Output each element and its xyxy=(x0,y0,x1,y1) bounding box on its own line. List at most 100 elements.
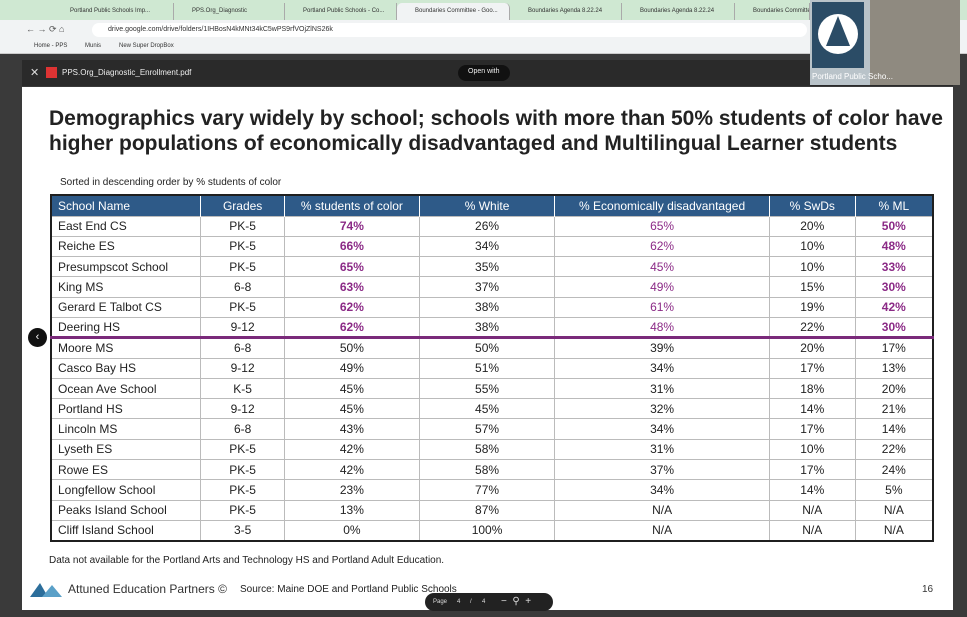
table-cell: 17% xyxy=(768,459,856,481)
video-label: Portland Public Scho... xyxy=(812,72,893,81)
pdf-icon xyxy=(46,67,57,78)
video-overlay: Portland Public Scho... xyxy=(810,0,960,85)
column-header: Grades xyxy=(200,195,285,216)
table-row: Presumpscot School PK-5 65% 35% 45% 10% 33% xyxy=(50,256,934,278)
table-cell: 23% xyxy=(284,479,420,501)
slide-title: Demographics vary widely by school; scho… xyxy=(49,107,943,130)
zoom-controls[interactable]: − ⚲ + xyxy=(501,596,532,607)
table-cell: 39% xyxy=(554,337,770,359)
table-cell: 17% xyxy=(768,418,856,440)
table-row: Gerard E Talbot CS PK-5 62% 38% 61% 19% 42% xyxy=(50,296,934,318)
table-cell: 48% xyxy=(854,235,934,258)
school-name: Casco Bay HS xyxy=(50,357,202,379)
tab[interactable]: Portland Public Schools Imp... xyxy=(52,3,174,20)
column-header: School Name xyxy=(50,195,201,216)
table-cell: PK-5 xyxy=(200,499,286,521)
table-cell: 34% xyxy=(554,418,770,440)
table-cell: 5% xyxy=(854,479,934,501)
school-name: Peaks Island School xyxy=(50,499,202,521)
tab[interactable]: PPS.Org_Diagnostic xyxy=(174,3,285,20)
table-cell: PK-5 xyxy=(200,235,286,258)
table-cell: 74% xyxy=(284,215,420,237)
table-cell: 32% xyxy=(554,398,770,420)
school-name: King MS xyxy=(50,276,202,298)
header-row: School Name Grades% students of color% Wh… xyxy=(50,195,933,216)
open-with[interactable]: Open with xyxy=(458,65,510,81)
table-cell: N/A xyxy=(768,519,856,542)
table-cell: 33% xyxy=(854,256,934,278)
table-cell: PK-5 xyxy=(200,459,286,481)
table-cell: 34% xyxy=(554,479,770,501)
table-cell: 51% xyxy=(418,357,556,379)
tab[interactable]: Boundaries Agenda 8.22.24 xyxy=(510,3,622,20)
table-cell: 63% xyxy=(284,276,420,298)
page-label: Page xyxy=(433,599,448,605)
table-cell: N/A xyxy=(854,519,934,542)
table-cell: 31% xyxy=(554,377,770,400)
table-cell: 34% xyxy=(554,357,770,379)
school-name: Ocean Ave School xyxy=(50,377,202,400)
school-name: Lincoln MS xyxy=(50,418,202,440)
table-cell: 19% xyxy=(768,296,856,318)
bookmark[interactable]: Munis xyxy=(85,43,102,49)
table-row: Lyseth ES PK-5 42% 58% 31% 10% 22% xyxy=(50,438,934,461)
table-cell: 87% xyxy=(418,499,556,521)
table-cell: 0% xyxy=(284,519,420,542)
table-cell: 35% xyxy=(418,256,556,278)
table-cell: 20% xyxy=(854,377,934,400)
table-cell: 42% xyxy=(284,438,420,461)
table-cell: 77% xyxy=(418,479,556,501)
page-control: Page 4 / 4 − ⚲ + xyxy=(425,593,553,611)
table-cell: 37% xyxy=(554,459,770,481)
column-header: % White xyxy=(418,195,555,216)
table-cell: 6-8 xyxy=(200,337,286,359)
school-name: East End CS xyxy=(50,215,202,237)
table-cell: 62% xyxy=(554,235,770,258)
table-cell: 14% xyxy=(854,418,934,440)
tab[interactable]: Boundaries Committee xyxy=(735,3,810,20)
page-current[interactable]: 4 xyxy=(457,599,461,605)
bookmark[interactable]: New Super DropBox xyxy=(119,43,174,49)
tab[interactable]: Portland Public Schools - Co... xyxy=(285,3,397,20)
table-row: East End CS PK-5 74% 26% 65% 20% 50% xyxy=(50,215,934,237)
table-cell: N/A xyxy=(854,499,934,521)
table-cell: 58% xyxy=(418,459,556,481)
table-cell: 9-12 xyxy=(200,398,286,420)
nav-icons: ← → ⟳ ⌂ xyxy=(26,24,65,34)
file-name: PPS.Org_Diagnostic_Enrollment.pdf xyxy=(62,68,192,77)
table-cell: 20% xyxy=(768,215,856,237)
bookmark[interactable]: Home - PPS xyxy=(34,43,68,49)
table-cell: 62% xyxy=(284,316,420,340)
close-button[interactable]: ✕ xyxy=(30,67,40,79)
table-cell: 9-12 xyxy=(200,316,286,340)
table-cell: 14% xyxy=(768,479,856,501)
table-cell: 13% xyxy=(284,499,420,521)
table-cell: PK-5 xyxy=(200,215,286,237)
table-row: Casco Bay HS 9-12 49% 51% 34% 17% 13% xyxy=(50,357,934,379)
school-name: Rowe ES xyxy=(50,459,202,481)
table-cell: 6-8 xyxy=(200,276,286,298)
brand: Attuned Education Partners © xyxy=(68,582,227,596)
table-cell: 21% xyxy=(854,398,934,420)
table-cell: 65% xyxy=(284,256,420,278)
url[interactable]: drive.google.com/drive/folders/1IHBosN4k… xyxy=(92,23,807,37)
table-cell: 58% xyxy=(418,438,556,461)
column-header: % ML xyxy=(854,195,933,216)
table-row: Lincoln MS 6-8 43% 57% 34% 17% 14% xyxy=(50,418,934,440)
table-cell: 10% xyxy=(768,256,856,278)
table-cell: PK-5 xyxy=(200,256,286,278)
tab[interactable]: Boundaries Agenda 8.22.24 xyxy=(622,3,735,20)
table-cell: 42% xyxy=(284,459,420,481)
table-cell: N/A xyxy=(554,499,770,521)
prev-button[interactable]: ‹ xyxy=(28,328,47,347)
table-cell: 62% xyxy=(284,296,420,318)
table-cell: 31% xyxy=(554,438,770,461)
table-cell: 10% xyxy=(768,438,856,461)
table-cell: 34% xyxy=(418,235,556,258)
table-cell: 38% xyxy=(418,296,556,318)
table-row: Ocean Ave School K-5 45% 55% 31% 18% 20% xyxy=(50,377,934,400)
tab[interactable]: Boundaries Committee - Goo... xyxy=(397,3,510,20)
table-row: King MS 6-8 63% 37% 49% 15% 30% xyxy=(50,276,934,298)
note: Sorted in descending order by % students… xyxy=(60,177,282,188)
table-cell: 61% xyxy=(554,296,770,318)
